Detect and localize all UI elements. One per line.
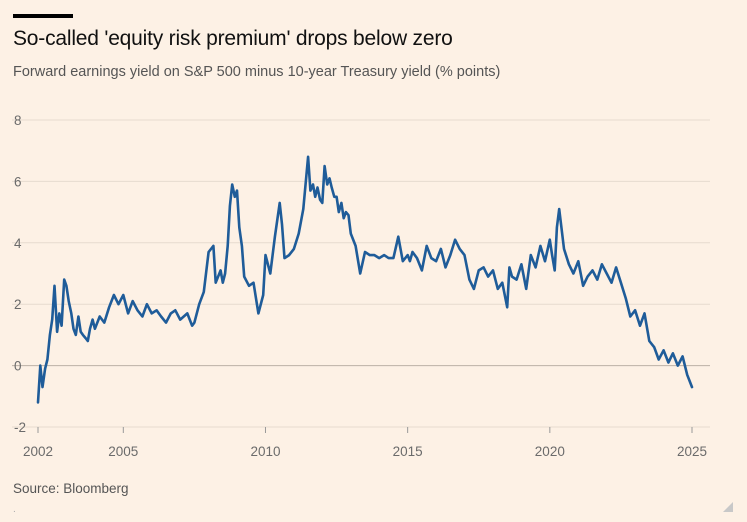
x-axis-ticks: 2002 2005 2010 2015 2020 2025 [23,427,707,459]
y-tick-label: 4 [14,236,22,251]
y-axis-ticks: 8 6 4 2 0 -2 [14,113,26,435]
x-tick-label: 2015 [393,444,423,459]
chart-title: So-called 'equity risk premium' drops be… [13,27,453,50]
y-tick-label: -2 [14,420,26,435]
x-tick-label: 2010 [250,444,280,459]
resize-handle-icon[interactable] [723,502,733,512]
series-layer [36,155,694,404]
x-tick-label: 2005 [108,444,138,459]
x-tick-label: 2002 [23,444,53,459]
series-line-0 [36,155,694,404]
brand-bar [13,14,73,18]
x-tick-label: 2025 [677,444,707,459]
chart-subtitle: Forward earnings yield on S&P 500 minus … [13,64,501,80]
footer-dot: . [13,504,16,515]
y-tick-label: 0 [14,359,22,374]
x-tick-label: 2020 [535,444,565,459]
gridlines [12,119,710,428]
y-tick-label: 2 [14,297,22,312]
source-note: Source: Bloomberg [13,481,129,496]
y-tick-label: 8 [14,113,22,128]
y-tick-label: 6 [14,174,22,189]
